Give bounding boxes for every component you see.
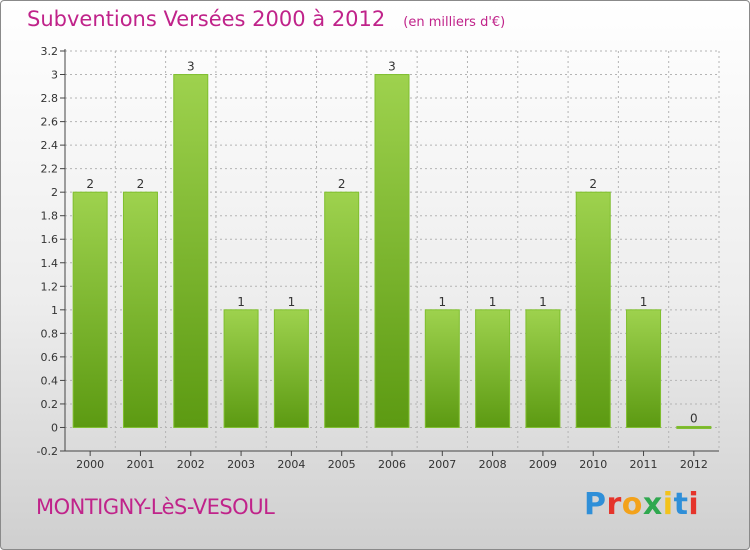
y-tick-label: 0.4	[41, 374, 59, 387]
commune-name: MONTIGNY-LèS-VESOUL	[36, 495, 275, 519]
bar	[223, 309, 259, 428]
x-tick-label: 2004	[277, 458, 305, 471]
y-tick-label: 2	[51, 186, 58, 199]
bars	[72, 74, 712, 429]
y-tick-label: 2.2	[41, 163, 59, 176]
y-tick-label: 2.6	[41, 116, 59, 129]
data-label: 1	[237, 295, 245, 309]
axes: -0.2 0 0.2 0.4 0.6 0.8 1 1.2 1.4 1.6 1.8 2 2.2 2.4 2.6…	[37, 45, 719, 471]
x-tick-label: 2001	[126, 458, 154, 471]
bar	[626, 309, 662, 428]
x-tick-label: 2002	[177, 458, 205, 471]
bar	[173, 74, 209, 428]
data-label: 1	[288, 295, 296, 309]
y-tick-label: 1.6	[41, 233, 59, 246]
brand-logo-letter: o	[621, 487, 643, 522]
brand-logo-letter: i	[662, 487, 674, 522]
data-label: 0	[690, 411, 698, 425]
x-tick-label: 2012	[680, 458, 708, 471]
x-tick-label: 2003	[227, 458, 255, 471]
chart-subtitle: (en milliers d'€)	[403, 15, 506, 30]
y-tick-label: 1	[51, 304, 58, 317]
y-tick-label: 0.6	[41, 351, 59, 364]
brand-logo-letter: t	[673, 487, 689, 522]
x-tick-label: 2007	[428, 458, 456, 471]
y-tick-label: -0.2	[37, 445, 58, 458]
bar	[575, 191, 611, 428]
data-label: 2	[86, 177, 94, 191]
bar	[122, 191, 158, 428]
x-tick-label: 2011	[630, 458, 658, 471]
y-tick-label: 1.8	[41, 210, 59, 223]
y-tick-label: 0.2	[41, 398, 59, 411]
x-tick-label: 2008	[479, 458, 507, 471]
data-label: 2	[338, 177, 346, 191]
data-label: 2	[589, 177, 597, 191]
bar	[525, 309, 561, 428]
y-tick-label: 1.4	[41, 257, 59, 270]
data-label: 1	[539, 295, 547, 309]
brand-logo: Proxiti	[584, 487, 699, 522]
chart-title: Subventions Versées 2000 à 2012	[27, 7, 386, 31]
data-label: 1	[640, 295, 648, 309]
bar	[475, 309, 511, 428]
brand-logo-letter: r	[606, 487, 622, 522]
x-tick-label: 2006	[378, 458, 406, 471]
x-tick-label: 2010	[579, 458, 607, 471]
bar	[424, 309, 460, 428]
data-label: 3	[187, 60, 195, 74]
bar	[273, 309, 309, 428]
bar	[374, 74, 410, 428]
brand-logo-letter: P	[584, 487, 607, 522]
brand-logo-letter: i	[688, 487, 700, 522]
data-labels: 2 2 3 1 1 2 3 1 1 1 2 1 0	[86, 60, 697, 426]
data-label: 3	[388, 60, 396, 74]
data-label: 1	[489, 295, 497, 309]
y-tick-label: 3	[51, 69, 58, 82]
x-tick-label: 2009	[529, 458, 557, 471]
bar	[72, 191, 108, 428]
y-tick-label: 2.8	[41, 92, 59, 105]
x-tick-label: 2000	[76, 458, 104, 471]
title-row: Subventions Versées 2000 à 2012 (en mill…	[27, 7, 505, 41]
y-tick-label: 2.4	[41, 139, 59, 152]
bar	[324, 191, 360, 428]
y-tick-label: 0	[51, 421, 58, 434]
y-tick-label: 1.2	[41, 280, 59, 293]
y-tick-label: 3.2	[41, 45, 59, 58]
bar	[676, 425, 712, 429]
data-label: 1	[438, 295, 446, 309]
brand-logo-letter: x	[642, 487, 663, 522]
y-tick-label: 0.8	[41, 327, 59, 340]
x-tick-label: 2005	[328, 458, 356, 471]
data-label: 2	[137, 177, 145, 191]
